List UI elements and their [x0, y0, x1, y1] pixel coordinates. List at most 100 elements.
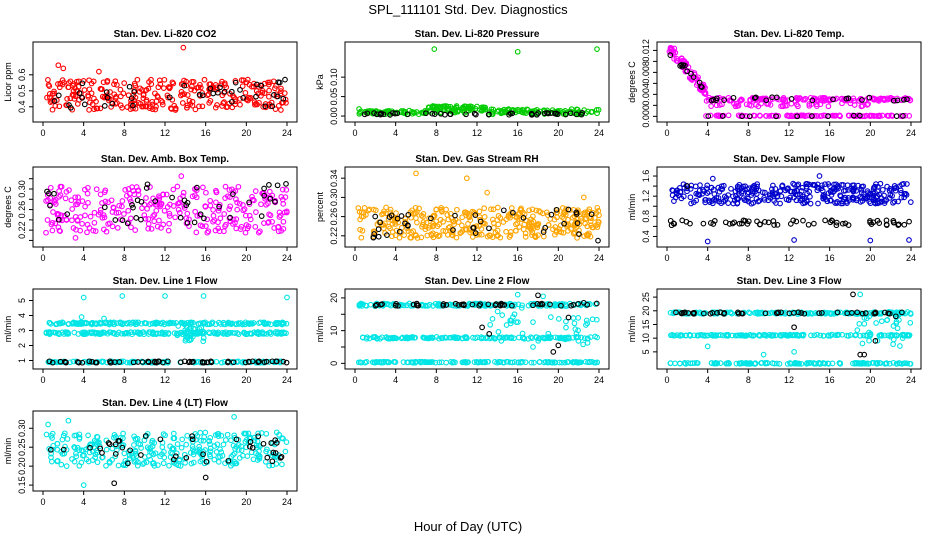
- data-point: [115, 462, 122, 469]
- y-tick-label: 0.30: [329, 189, 339, 207]
- data-point: [94, 105, 101, 112]
- data-point: [256, 320, 262, 326]
- data-point: [839, 220, 846, 227]
- data-point: [509, 359, 516, 366]
- data-point: [741, 197, 748, 203]
- data-point: [846, 310, 853, 316]
- data-point: [835, 185, 841, 192]
- data-point: [894, 97, 901, 104]
- series-all: [44, 44, 289, 113]
- data-point: [59, 436, 66, 443]
- data-point: [123, 192, 130, 199]
- panel-title: Stan. Dev. Sample Flow: [733, 154, 845, 165]
- data-point: [210, 218, 216, 225]
- data-point: [804, 180, 811, 187]
- data-point: [249, 358, 256, 365]
- data-point: [796, 333, 802, 339]
- data-point: [595, 106, 602, 113]
- x-tick-label: 24: [282, 497, 292, 507]
- data-point: [724, 360, 730, 367]
- data-point: [374, 335, 380, 342]
- data-point: [457, 230, 464, 236]
- y-tick-label: 0.15: [17, 476, 27, 494]
- data-point: [244, 453, 251, 459]
- data-point: [795, 309, 802, 316]
- data-point: [580, 341, 586, 348]
- data-point: [872, 183, 878, 190]
- data-point: [776, 360, 783, 367]
- data-point: [422, 303, 429, 309]
- data-point: [781, 96, 787, 103]
- data-point: [515, 108, 522, 115]
- data-point: [798, 360, 805, 367]
- points: [667, 173, 914, 245]
- data-point: [749, 95, 756, 101]
- data-point: [283, 439, 290, 445]
- data-point: [46, 358, 53, 365]
- y-tick-label: 0.00: [329, 107, 339, 125]
- data-point: [413, 215, 419, 221]
- data-point: [139, 87, 145, 93]
- data-point: [184, 210, 191, 217]
- y-tick-label: 0.22: [329, 227, 339, 245]
- data-point: [861, 360, 868, 367]
- data-point: [719, 113, 726, 119]
- data-point: [904, 181, 910, 187]
- data-point: [240, 95, 247, 101]
- data-point: [766, 113, 773, 119]
- data-point: [871, 184, 877, 191]
- data-point: [78, 314, 85, 320]
- data-point: [175, 200, 181, 207]
- data-point: [431, 111, 438, 117]
- data-point: [215, 225, 222, 232]
- data-point: [753, 195, 760, 202]
- data-point: [565, 206, 572, 213]
- series-hourly: [673, 291, 905, 358]
- data-point: [252, 223, 259, 230]
- data-point: [210, 212, 217, 219]
- data-point: [121, 80, 128, 86]
- data-point: [534, 221, 541, 228]
- data-point: [674, 187, 680, 194]
- data-point: [725, 200, 732, 206]
- data-point: [806, 112, 812, 119]
- data-point: [792, 332, 798, 339]
- data-point: [48, 458, 55, 465]
- data-point: [239, 359, 246, 366]
- data-point: [595, 237, 601, 244]
- data-point: [522, 234, 529, 240]
- data-point: [131, 458, 138, 465]
- data-point: [162, 330, 169, 336]
- data-point: [197, 222, 204, 229]
- data-point: [420, 213, 426, 220]
- data-point: [196, 103, 202, 110]
- data-point: [788, 96, 795, 102]
- data-point: [359, 334, 366, 341]
- data-point: [157, 436, 164, 443]
- data-point: [725, 192, 732, 198]
- data-point: [188, 460, 195, 467]
- data-point: [52, 220, 59, 227]
- data-point: [222, 183, 229, 190]
- data-point: [170, 446, 177, 452]
- data-point: [79, 452, 86, 459]
- data-point: [472, 230, 479, 236]
- data-point: [522, 230, 529, 237]
- data-point: [221, 99, 227, 105]
- data-point: [115, 438, 122, 444]
- data-point: [47, 184, 54, 191]
- data-point: [111, 321, 118, 328]
- data-point: [241, 329, 248, 336]
- data-point: [191, 87, 198, 94]
- y-axis-label: percent: [315, 191, 325, 222]
- data-point: [232, 330, 238, 336]
- data-point: [575, 301, 581, 307]
- data-point: [739, 113, 745, 120]
- y-axis-label: Licor ppm: [3, 62, 13, 102]
- x-tick-label: 8: [746, 375, 751, 385]
- y-axis-label: ml/min: [627, 316, 637, 343]
- data-point: [723, 332, 730, 339]
- data-point: [275, 102, 282, 109]
- data-point: [528, 359, 535, 366]
- series-all: [667, 291, 914, 367]
